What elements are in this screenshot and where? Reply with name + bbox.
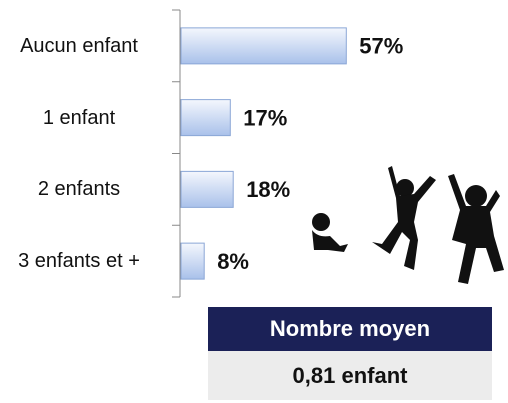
value-label: 18% <box>246 177 290 202</box>
bar <box>180 99 231 137</box>
summary-header: Nombre moyen <box>208 307 492 351</box>
value-label: 8% <box>217 249 249 274</box>
bar <box>180 170 234 208</box>
summary-value: 0,81 enfant <box>208 351 492 400</box>
category-label: 2 enfants <box>37 178 121 201</box>
bar <box>180 242 205 280</box>
category-label: Aucun enfant <box>20 34 138 57</box>
children-silhouettes <box>312 166 504 284</box>
value-label: 57% <box>359 34 403 59</box>
category-label: 1 enfant <box>42 106 116 129</box>
bar <box>180 27 347 65</box>
value-label: 17% <box>243 105 287 130</box>
category-label: 3 enfants et + <box>18 250 140 273</box>
